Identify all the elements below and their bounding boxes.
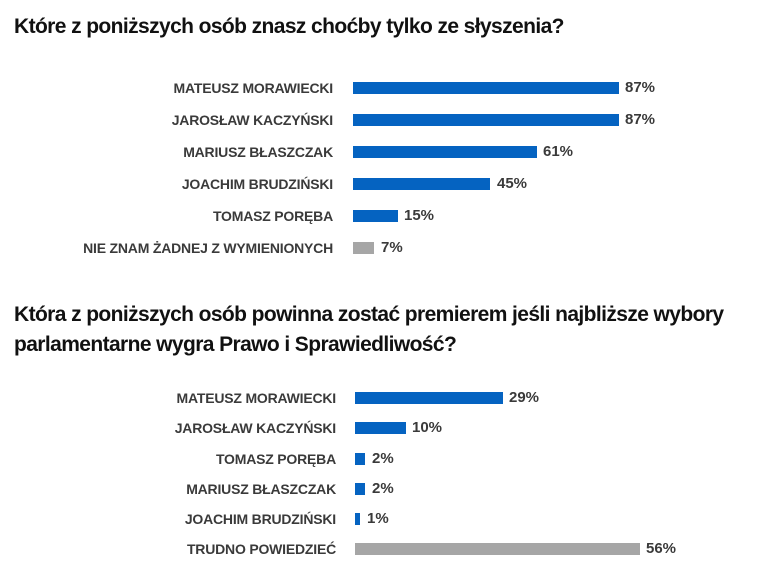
bar	[355, 422, 406, 434]
bar	[353, 178, 490, 190]
bar-value: 7%	[381, 239, 403, 256]
chart1-row: JAROSŁAW KACZYŃSKI 87%	[0, 110, 773, 130]
bar-label: JOACHIM BRUDZIŃSKI	[184, 511, 336, 527]
bar-label: JAROSŁAW KACZYŃSKI	[174, 420, 336, 436]
bar-value: 87%	[625, 111, 656, 128]
chart2-title-line1: Która z poniższych osób powinna zostać p…	[14, 303, 724, 326]
bar-value: 56%	[646, 540, 677, 557]
chart1-row: JOACHIM BRUDZIŃSKI 45%	[0, 174, 773, 194]
chart2-row: JOACHIM BRUDZIŃSKI 1%	[0, 509, 773, 529]
bar-value: 87%	[625, 79, 656, 96]
bar-label: JOACHIM BRUDZIŃSKI	[181, 176, 333, 192]
bar-value: 2%	[372, 450, 394, 467]
chart2-row: MARIUSZ BŁASZCZAK 2%	[0, 479, 773, 499]
bar-label: MARIUSZ BŁASZCZAK	[183, 144, 333, 160]
bar-value: 2%	[372, 480, 394, 497]
chart1-title: Które z poniższych osób znasz choćby tyl…	[14, 15, 564, 38]
chart2-row: MATEUSZ MORAWIECKI 29%	[0, 388, 773, 408]
bar	[355, 453, 365, 465]
bar	[353, 82, 619, 94]
bar-value: 1%	[367, 510, 389, 527]
bar-label: MARIUSZ BŁASZCZAK	[186, 481, 336, 497]
bar	[353, 114, 619, 126]
bar	[355, 392, 503, 404]
bar-label: MATEUSZ MORAWIECKI	[173, 80, 334, 96]
bar-value: 29%	[509, 389, 540, 406]
bar-label: TOMASZ PORĘBA	[215, 451, 336, 467]
bar	[355, 513, 360, 525]
bar-value: 61%	[543, 143, 574, 160]
bar	[355, 543, 640, 555]
bar	[353, 146, 537, 158]
bar	[353, 242, 374, 254]
bar-label: JAROSŁAW KACZYŃSKI	[171, 112, 333, 128]
chart1-row: MATEUSZ MORAWIECKI 87%	[0, 78, 773, 98]
bar-value: 45%	[497, 175, 528, 192]
bar-label: TOMASZ PORĘBA	[212, 208, 333, 224]
bar-label: NIE ZNAM ŻADNEJ Z WYMIENIONYCH	[83, 240, 333, 256]
chart2-row: TRUDNO POWIEDZIEĆ 56%	[0, 539, 773, 559]
bar-value: 15%	[404, 207, 435, 224]
bar-value: 10%	[412, 419, 443, 436]
bar	[355, 483, 365, 495]
chart1-row: TOMASZ PORĘBA 15%	[0, 206, 773, 226]
bar-label: MATEUSZ MORAWIECKI	[176, 390, 337, 406]
chart2-title-line2: parlamentarne wygra Prawo i Sprawiedliwo…	[14, 333, 457, 356]
bar-label: TRUDNO POWIEDZIEĆ	[186, 541, 336, 557]
chart1-row: MARIUSZ BŁASZCZAK 61%	[0, 142, 773, 162]
chart2-row: TOMASZ PORĘBA 2%	[0, 449, 773, 469]
chart1-row: NIE ZNAM ŻADNEJ Z WYMIENIONYCH 7%	[0, 238, 773, 258]
chart2-row: JAROSŁAW KACZYŃSKI 10%	[0, 418, 773, 438]
bar	[353, 210, 398, 222]
